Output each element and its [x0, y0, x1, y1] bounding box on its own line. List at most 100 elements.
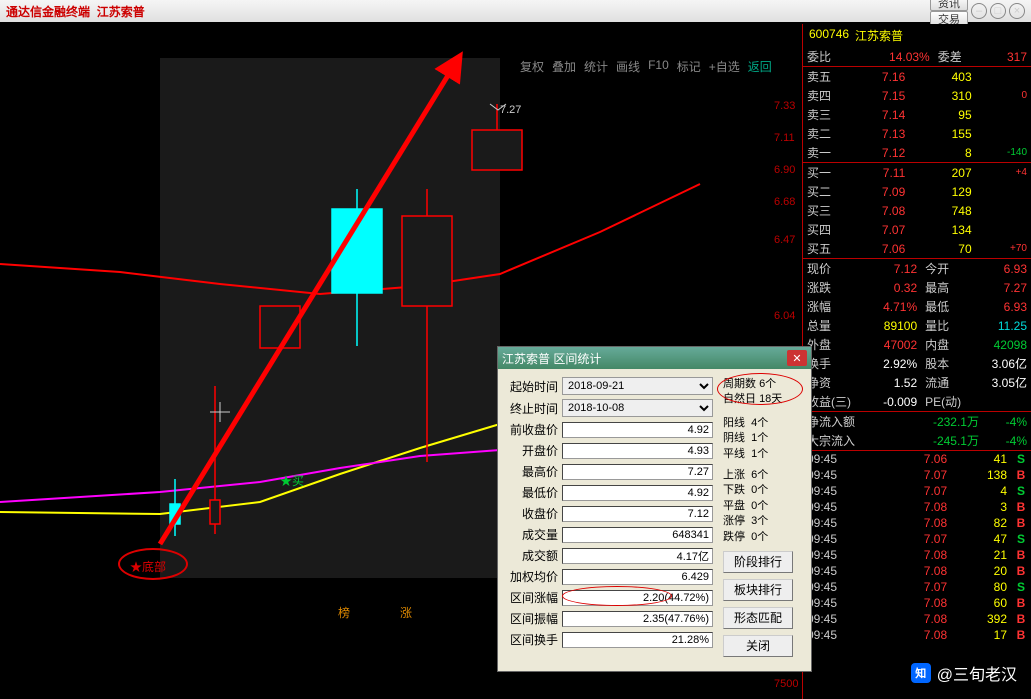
dialog-stat-value[interactable] — [562, 611, 713, 627]
y-axis-label: 7.11 — [774, 132, 795, 144]
period-ellipse — [717, 373, 803, 405]
start-date-select[interactable]: 2018-09-21 — [562, 377, 713, 395]
weibi-value: 14.03% — [855, 47, 934, 66]
period-info: 周期数 6个 自然日 18天 — [723, 377, 803, 408]
tick-row: 09:457.083B — [803, 499, 1031, 515]
dialog-stat-value[interactable] — [562, 527, 713, 543]
dialog-button-形态匹配[interactable]: 形态匹配 — [723, 607, 793, 629]
y-axis-label: 7.33 — [774, 100, 795, 112]
weicha-value: 317 — [986, 47, 1031, 66]
start-date-label: 起始时间 — [506, 378, 558, 395]
bottom-ellipse — [118, 548, 188, 580]
buy-level-row: 买三7.08748 — [803, 201, 1031, 220]
stat-row: 现价7.12今开6.93 — [803, 259, 1031, 278]
dialog-stat-row: 区间换手 — [506, 631, 713, 648]
maximize-button[interactable]: □ — [990, 3, 1006, 19]
stock-code: 600746 — [809, 27, 849, 44]
quote-panel: 600746 江苏索普 委比 14.03% 委差 317 卖五7.16403卖四… — [802, 24, 1031, 699]
tick-row: 09:457.0882B — [803, 515, 1031, 531]
kline-type-stats: 阳线 4个阴线 1个平线 1个 — [723, 416, 803, 462]
updown-stats: 上涨 6个下跌 0个平盘 0个涨停 3个跌停 0个 — [723, 468, 803, 545]
dialog-stat-value[interactable] — [562, 464, 713, 480]
y-axis-label: 6.90 — [774, 164, 795, 176]
dialog-titlebar[interactable]: 江苏索普 区间统计 ✕ — [498, 347, 811, 369]
app-title: 通达信金融终端 江苏索普 — [6, 3, 145, 20]
end-date-select[interactable]: 2018-10-08 — [562, 399, 713, 417]
interval-stats-dialog: 江苏索普 区间统计 ✕ 起始时间 2018-09-21 终止时间 2018-10… — [497, 346, 812, 672]
tick-row: 09:457.0821B — [803, 547, 1031, 563]
sell-levels: 卖五7.16403卖四7.153100卖三7.1495卖二7.13155卖一7.… — [803, 67, 1031, 162]
chart-right-scale: 7500 — [774, 678, 798, 690]
stat-row: 总量89100量比11.25 — [803, 316, 1031, 335]
dialog-button-阶段排行[interactable]: 阶段排行 — [723, 551, 793, 573]
dialog-stat-value[interactable] — [562, 632, 713, 648]
sell-level-row: 卖二7.13155 — [803, 124, 1031, 143]
price-tag: 7.27 — [500, 104, 521, 116]
sell-level-row: 卖三7.1495 — [803, 105, 1031, 124]
tick-row: 09:457.0780S — [803, 579, 1031, 595]
tick-row: 09:457.08392B — [803, 611, 1031, 627]
tick-row: 09:457.0641S — [803, 451, 1031, 467]
flow-row: 大宗流入-245.1万-4% — [803, 431, 1031, 450]
stock-stats: 现价7.12今开6.93涨跌0.32最高7.27涨幅4.71%最低6.93总量8… — [803, 259, 1031, 411]
flow-row: 净流入额-232.1万-4% — [803, 412, 1031, 431]
dialog-stat-row: 区间涨幅 — [506, 589, 713, 606]
watermark-text: @三旬老汉 — [937, 661, 1017, 685]
dialog-button-板块排行[interactable]: 板块排行 — [723, 579, 793, 601]
stock-header: 600746 江苏索普 — [803, 24, 1031, 47]
dialog-stat-value[interactable] — [562, 548, 713, 564]
buy-levels: 买一7.11207+4买二7.09129买三7.08748买四7.07134买五… — [803, 163, 1031, 258]
stat-row: 收益(三)-0.009PE(动) — [803, 392, 1031, 411]
stat-row: 换手2.92%股本3.06亿 — [803, 354, 1031, 373]
stock-name: 江苏索普 — [855, 27, 903, 44]
buy-level-row: 买五7.0670+70 — [803, 239, 1031, 258]
buy-level-row: 买四7.07134 — [803, 220, 1031, 239]
watermark: 知 @三旬老汉 — [911, 661, 1017, 685]
sell-level-row: 卖五7.16403 — [803, 67, 1031, 86]
y-axis-label: 6.04 — [774, 310, 795, 322]
tick-row: 09:457.0747S — [803, 531, 1031, 547]
sell-level-row: 卖四7.153100 — [803, 86, 1031, 105]
dialog-stat-value[interactable] — [562, 506, 713, 522]
tick-row: 09:457.0860B — [803, 595, 1031, 611]
weibi-label: 委比 — [803, 47, 855, 66]
top-button-资讯[interactable]: 资讯 — [930, 0, 968, 11]
end-date-label: 终止时间 — [506, 400, 558, 417]
zhihu-icon: 知 — [911, 663, 931, 683]
stat-row: 外盘47002内盘42098 — [803, 335, 1031, 354]
titlebar: 通达信金融终端 江苏索普 行情资讯交易服务 – □ × — [0, 0, 1031, 22]
buy-level-row: 买二7.09129 — [803, 182, 1031, 201]
dialog-stat-row: 最高价 — [506, 463, 713, 480]
close-button[interactable]: × — [1009, 3, 1025, 19]
dialog-stat-value[interactable] — [562, 569, 713, 585]
tick-row: 09:457.0820B — [803, 563, 1031, 579]
footer-label: 涨 — [400, 604, 412, 621]
footer-label: 榜 — [338, 604, 350, 621]
dialog-button-关闭[interactable]: 关闭 — [723, 635, 793, 657]
weicha-label: 委差 — [934, 47, 986, 66]
tick-list: 09:457.0641S09:457.07138B09:457.074S09:4… — [803, 451, 1031, 643]
dialog-stat-row: 成交量 — [506, 526, 713, 543]
tick-row: 09:457.074S — [803, 483, 1031, 499]
buy-level-row: 买一7.11207+4 — [803, 163, 1031, 182]
y-axis-label: 6.47 — [774, 234, 795, 246]
dialog-stat-value[interactable] — [562, 485, 713, 501]
dialog-title: 江苏索普 区间统计 — [502, 350, 601, 367]
stat-row: 涨幅4.71%最低6.93 — [803, 297, 1031, 316]
stat-row: 涨跌0.32最高7.27 — [803, 278, 1031, 297]
dialog-stat-row: 区间振幅 — [506, 610, 713, 627]
dialog-stat-value[interactable] — [562, 443, 713, 459]
dialog-stat-value[interactable] — [562, 422, 713, 438]
buy-marker: ★买 — [280, 472, 304, 489]
dialog-stat-row: 加权均价 — [506, 568, 713, 585]
tick-row: 09:457.07138B — [803, 467, 1031, 483]
dialog-stat-row: 开盘价 — [506, 442, 713, 459]
dialog-stat-row: 前收盘价 — [506, 421, 713, 438]
stat-row: 净资1.52流通3.05亿 — [803, 373, 1031, 392]
sell-level-row: 卖一7.128-140 — [803, 143, 1031, 162]
dialog-stat-row: 收盘价 — [506, 505, 713, 522]
minimize-button[interactable]: – — [971, 3, 987, 19]
flow-stats: 净流入额-232.1万-4%大宗流入-245.1万-4% — [803, 412, 1031, 450]
tick-row: 09:457.0817B — [803, 627, 1031, 643]
dialog-close-button[interactable]: ✕ — [787, 350, 807, 366]
